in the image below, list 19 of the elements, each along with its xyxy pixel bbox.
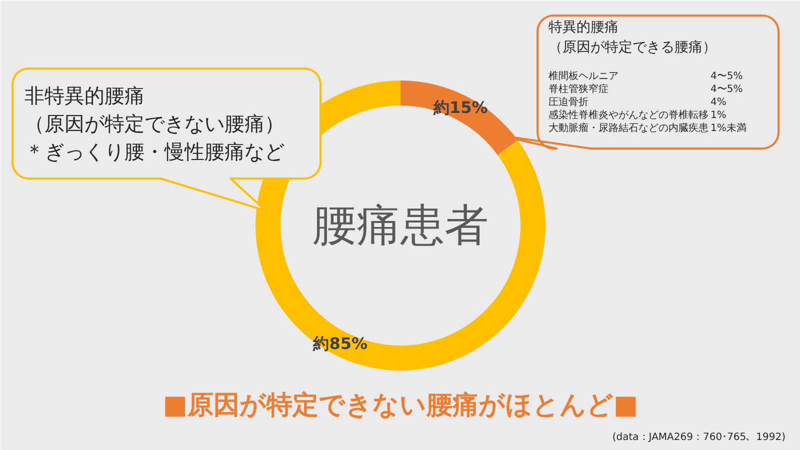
- text: 4〜5%: [710, 71, 743, 82]
- text: 圧迫骨折: [548, 96, 588, 108]
- text: 腰痛患者: [312, 200, 488, 251]
- text: 脊柱管狭窄症: [548, 83, 608, 95]
- text: 4%: [710, 97, 726, 108]
- text: 4〜5%: [710, 84, 743, 95]
- text: 大動脈瘤・尿路結石などの内臓疾患: [548, 122, 708, 134]
- text: 特異的腰痛: [548, 20, 618, 36]
- data-label: 約15%: [432, 98, 488, 117]
- text: ■原因が特定できない腰痛がほとんど■: [162, 390, 638, 420]
- text: 椎間板ヘルニア: [548, 70, 618, 82]
- text: 非特異的腰痛: [24, 84, 144, 108]
- text: (data：JAMA269：760･765、1992): [612, 432, 786, 443]
- text: ＊ぎっくり腰・慢性腰痛など: [24, 140, 284, 164]
- text: （原因が特定できる腰痛）: [548, 40, 716, 56]
- text: （原因が特定できない腰痛）: [24, 112, 284, 136]
- text: 1%: [710, 110, 726, 121]
- text: 感染性脊椎炎やがんなどの脊椎転移: [548, 109, 708, 121]
- text: 1%未満: [710, 122, 746, 134]
